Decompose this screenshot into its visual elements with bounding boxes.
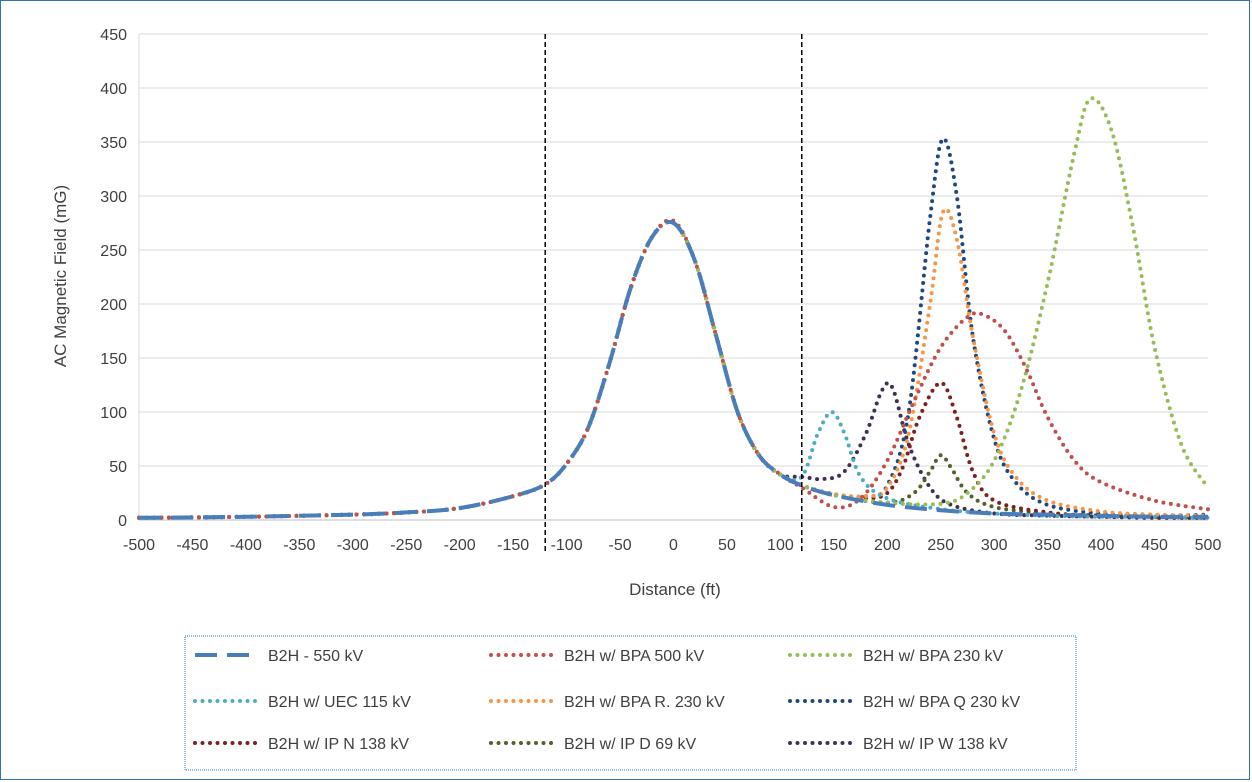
x-tick-label: 50	[718, 537, 736, 554]
x-tick-label: 150	[820, 537, 847, 554]
legend-entry: B2H w/ UEC 115 kV	[193, 694, 411, 711]
y-tick-labels: 0 50 100 150 200 250 300 350 400 450	[100, 27, 127, 530]
legend-entry: B2H - 550 kV	[195, 648, 363, 665]
x-tick-label: 250	[927, 537, 954, 554]
series-layer	[137, 96, 1210, 520]
y-tick-label: 200	[100, 297, 127, 314]
legend-label: B2H w/ BPA 230 kV	[863, 648, 1004, 665]
legend-entry: B2H w/ BPA R. 230 kV	[489, 694, 725, 711]
x-tick-label: -350	[283, 537, 315, 554]
y-tick-label: 100	[100, 405, 127, 422]
y-tick-label: 450	[100, 27, 127, 44]
x-tick-label: -400	[230, 537, 262, 554]
x-tick-label: 200	[874, 537, 901, 554]
series-line-b2h-w-uec-115-kv	[137, 219, 1210, 520]
x-axis-title: Distance (ft)	[629, 580, 721, 599]
series-line-b2h-w-ip-n-138-kv	[137, 219, 1210, 520]
legend-entry: B2H w/ BPA 230 kV	[788, 648, 1004, 665]
x-tick-label: 100	[767, 537, 794, 554]
legend-entry: B2H w/ IP D 69 kV	[489, 736, 697, 753]
legend-entry: B2H w/ IP W 138 kV	[788, 736, 1008, 753]
legend-entry: B2H w/ IP N 138 kV	[193, 736, 409, 753]
x-tick-labels: -500 -450 -400 -350 -300 -250 -200 -150 -100 -50 0…	[123, 537, 1221, 554]
x-tick-label: 350	[1034, 537, 1061, 554]
legend-box	[184, 635, 1077, 771]
legend-label: B2H w/ BPA Q 230 kV	[863, 694, 1020, 711]
series-line-b2h-w-bpa-230-kv	[137, 96, 1210, 520]
legend: B2H - 550 kV B2H w/ BPA 500 kV B2H w/ BPA …	[193, 648, 1020, 753]
x-tick-label: -500	[123, 537, 155, 554]
series-line-b2h-550-kv	[138, 219, 1209, 520]
legend-entry: B2H w/ BPA Q 230 kV	[788, 694, 1020, 711]
series-line-b2h-w-ip-w-138-kv	[137, 219, 1210, 520]
series-line-b2h-w-bpa-q-230-kv	[137, 136, 1210, 520]
legend-label: B2H - 550 kV	[268, 648, 363, 665]
x-tick-label: 300	[981, 537, 1008, 554]
legend-entry: B2H w/ BPA 500 kV	[489, 648, 705, 665]
x-tick-label: -50	[608, 537, 631, 554]
x-tick-label: 500	[1195, 537, 1222, 554]
x-tick-label: 450	[1141, 537, 1168, 554]
legend-label: B2H w/ BPA 500 kV	[564, 648, 705, 665]
y-tick-label: 50	[109, 459, 127, 476]
y-tick-label: 0	[118, 513, 127, 530]
x-tick-label: -200	[444, 537, 476, 554]
x-tick-label: 0	[669, 537, 678, 554]
vertical-markers	[544, 34, 803, 552]
legend-label: B2H w/ BPA R. 230 kV	[564, 694, 725, 711]
legend-label: B2H w/ UEC 115 kV	[268, 694, 411, 711]
y-tick-label: 150	[100, 351, 127, 368]
legend-label: B2H w/ IP D 69 kV	[564, 736, 697, 753]
y-tick-label: 400	[100, 81, 127, 98]
x-tick-label: -450	[176, 537, 208, 554]
series-line-b2h-w-ip-d-69-kv	[137, 219, 1210, 520]
y-tick-label: 250	[100, 243, 127, 260]
x-tick-label: -300	[337, 537, 369, 554]
series-line-b2h-w-bpa-r-230-kv	[137, 206, 1210, 520]
x-tick-label: 400	[1088, 537, 1115, 554]
x-tick-label: -150	[497, 537, 529, 554]
x-tick-label: -250	[390, 537, 422, 554]
x-tick-label: -100	[551, 537, 583, 554]
y-tick-label: 300	[100, 189, 127, 206]
y-axis-title: AC Magnetic Field (mG)	[51, 185, 70, 367]
legend-label: B2H w/ IP W 138 kV	[863, 736, 1008, 753]
legend-label: B2H w/ IP N 138 kV	[268, 736, 409, 753]
series-line-b2h-w-bpa-500-kv	[137, 217, 1210, 520]
y-tick-label: 350	[100, 135, 127, 152]
